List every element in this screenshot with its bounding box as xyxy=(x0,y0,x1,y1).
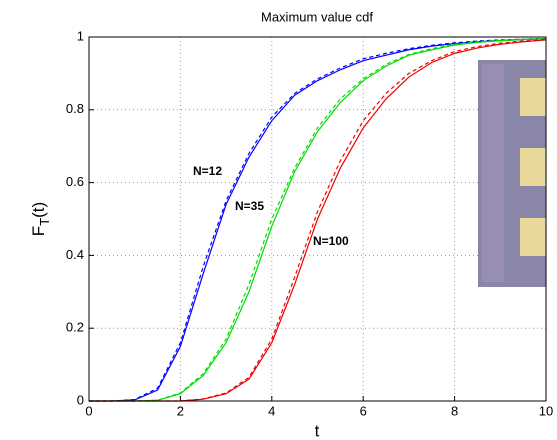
plot-frame xyxy=(88,36,547,402)
y-tick-label: 0.8 xyxy=(66,101,84,116)
inset-strip xyxy=(482,64,504,282)
cdf-line xyxy=(89,38,547,402)
chart-title: Maximum value cdf xyxy=(261,9,373,24)
cdf-line xyxy=(89,38,547,402)
x-tick-label: 8 xyxy=(451,403,458,418)
y-tick-label: 0.4 xyxy=(66,247,84,262)
cdf-line xyxy=(89,39,547,402)
y-label-sub: T xyxy=(37,218,52,226)
x-tick-label: 10 xyxy=(539,403,553,418)
y-tick-label: 0.2 xyxy=(66,320,84,335)
x-tick-label: 0 xyxy=(85,403,92,418)
x-tick-label: 2 xyxy=(177,403,184,418)
y-label-rest: (t) xyxy=(29,202,48,218)
inset-photo xyxy=(478,60,546,287)
inset-pad xyxy=(520,148,546,186)
x-axis-label: t xyxy=(315,421,320,440)
y-tick-label: 1 xyxy=(77,28,84,43)
inset-pad xyxy=(520,78,546,116)
y-axis-label: FT(t) xyxy=(29,202,52,236)
y-tick-label: 0.6 xyxy=(66,174,84,189)
x-tick-label: 4 xyxy=(268,403,275,418)
annotation: N=12 xyxy=(193,164,222,178)
y-label-main: F xyxy=(29,226,48,236)
annotation: N=100 xyxy=(313,234,349,248)
cdf-line xyxy=(89,37,547,402)
annotation: N=35 xyxy=(235,199,264,213)
cdf-line xyxy=(89,37,547,402)
inset-pad xyxy=(520,218,546,256)
y-tick-label: 0 xyxy=(77,392,84,407)
x-tick-label: 6 xyxy=(360,403,367,418)
